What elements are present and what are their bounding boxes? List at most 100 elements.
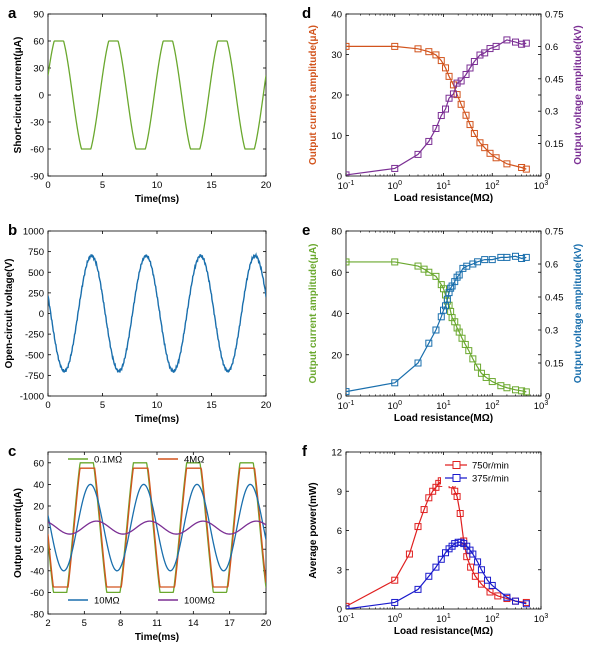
- x-tick-label: 8: [118, 618, 123, 629]
- series-line: [346, 255, 527, 393]
- data-point: [346, 258, 350, 266]
- data-point: [486, 588, 494, 596]
- y-tick-label: -60: [30, 145, 44, 156]
- plot-area: [48, 252, 266, 373]
- x-tick-label: 15: [206, 400, 217, 411]
- x-tick-label: 100: [388, 180, 403, 192]
- y-tick-label: -750: [25, 371, 44, 382]
- data-point: [443, 295, 451, 303]
- plot-area: [48, 462, 266, 594]
- data-point: [522, 388, 530, 396]
- x-tick-label: 20: [261, 400, 272, 411]
- series-line: [48, 467, 266, 588]
- series-line: [48, 520, 266, 535]
- plot-area: [346, 252, 530, 396]
- data-point: [467, 563, 475, 571]
- data-point: [503, 384, 511, 392]
- legend-label: 10MΩ: [94, 596, 120, 607]
- data-point: [442, 64, 450, 72]
- x-tick-label: 11: [152, 618, 162, 629]
- data-point: [425, 572, 433, 580]
- y2-tick-label: 0.45: [545, 293, 564, 304]
- y-tick-label: 40: [331, 10, 342, 21]
- y-tick-label: -60: [30, 588, 44, 599]
- panel-letter: d: [302, 5, 311, 22]
- data-point: [437, 57, 445, 65]
- chart-panel-d: d 0 10 20 30 40 10-1 100 101 102 103 Load resistanc…: [302, 5, 584, 204]
- y-tick-label: -40: [30, 566, 44, 577]
- data-point: [425, 268, 433, 276]
- y-tick-label: 20: [33, 502, 44, 513]
- y-tick-label: 0: [39, 91, 44, 102]
- y-tick-label: 90: [33, 10, 44, 21]
- y2-tick-label: 0: [545, 392, 550, 403]
- data-point: [522, 253, 530, 261]
- chart-panel-e: e 0 20 40 60 80 10-1 100 101 102 103 Load resistanc…: [302, 222, 584, 424]
- x-tick-label: 0: [45, 400, 50, 411]
- data-point: [470, 58, 478, 66]
- data-point: [432, 51, 440, 59]
- y-tick-label: -500: [25, 350, 44, 361]
- x-tick-label: 0: [45, 180, 50, 191]
- data-point: [414, 523, 422, 531]
- y-tick-label: -30: [30, 118, 44, 129]
- legend-label: 0.1MΩ: [94, 455, 122, 466]
- data-point: [391, 258, 399, 266]
- data-point: [518, 40, 526, 48]
- x-axis-label: Time(ms): [135, 632, 179, 643]
- data-point: [492, 154, 500, 162]
- data-point: [457, 77, 465, 85]
- data-point: [414, 150, 422, 158]
- panel-letter: b: [8, 222, 17, 239]
- plot-frame: [345, 13, 542, 177]
- data-point: [391, 379, 399, 387]
- data-point: [457, 100, 465, 108]
- y-tick-label: 20: [331, 91, 342, 102]
- series-line: [346, 476, 527, 607]
- y-tick-label: 0: [39, 523, 44, 534]
- data-point: [522, 165, 530, 173]
- data-point: [425, 48, 433, 56]
- x-axis-label: Time(ms): [135, 414, 179, 425]
- y-tick-label: 80: [331, 227, 342, 238]
- x-tick-label: 17: [224, 618, 235, 629]
- panel-letter: f: [302, 443, 308, 460]
- y-tick-label: -1000: [20, 392, 44, 403]
- plot-frame: [47, 13, 267, 177]
- data-point: [474, 258, 482, 266]
- y-tick-label: -90: [30, 172, 44, 183]
- data-point: [466, 121, 474, 129]
- data-point: [494, 592, 502, 600]
- y-tick-label: 250: [28, 288, 44, 299]
- data-point: [470, 129, 478, 137]
- y-tick-label: 750: [28, 247, 44, 258]
- y2-tick-label: 0.6: [545, 260, 558, 271]
- plot-area: [346, 36, 530, 176]
- data-point: [482, 373, 490, 381]
- y2-tick-label: 0: [545, 172, 550, 183]
- y-tick-label: 500: [28, 268, 44, 279]
- x-tick-label: 103: [534, 613, 549, 625]
- data-point: [453, 91, 461, 99]
- y2-tick-label: 0.6: [545, 42, 558, 53]
- y-axis-label: Short-circuit current(μA): [13, 37, 24, 154]
- panel-letter: e: [302, 222, 310, 239]
- data-point: [484, 576, 492, 584]
- series-line: [48, 252, 266, 373]
- data-point: [481, 49, 489, 57]
- y-tick-label: 0: [337, 172, 342, 183]
- y-tick-label: -250: [25, 330, 44, 341]
- x-axis-label: Time(ms): [135, 194, 179, 205]
- panel-letter: c: [8, 443, 16, 460]
- data-point: [453, 324, 461, 332]
- legend-label: 100MΩ: [184, 596, 215, 607]
- y2-tick-label: 0.75: [545, 10, 564, 21]
- data-point: [518, 163, 526, 171]
- data-point: [425, 339, 433, 347]
- x-tick-label: 20: [261, 180, 272, 191]
- y-tick-label: 30: [331, 50, 342, 61]
- data-point: [488, 378, 496, 386]
- x-tick-label: 10-1: [338, 400, 355, 412]
- data-point: [420, 506, 428, 514]
